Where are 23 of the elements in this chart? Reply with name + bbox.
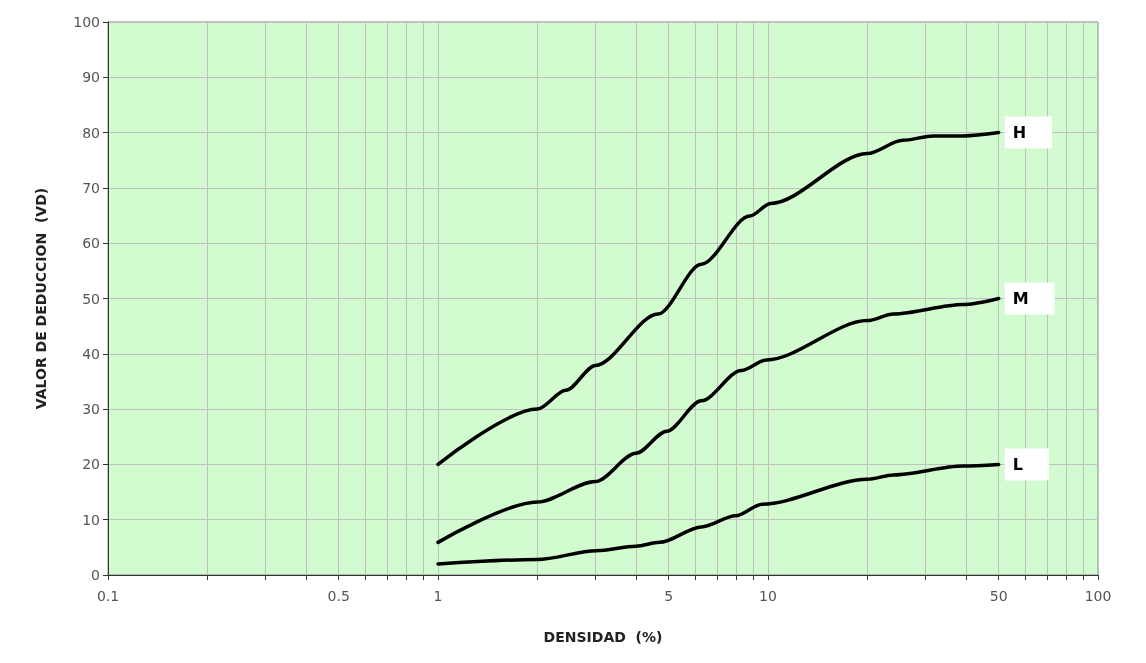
- y-tick-label: 80: [82, 124, 100, 141]
- y-tick-label: 10: [82, 511, 100, 528]
- x-tick-label: 0.1: [96, 588, 120, 604]
- y-tick-label: 20: [82, 456, 100, 473]
- y-tick-label: 60: [82, 235, 100, 252]
- x-tick-label: 0.5: [327, 588, 350, 604]
- y-tick-label: 0: [91, 567, 100, 583]
- x-tick-label: 1: [433, 588, 443, 604]
- series-label: H: [1012, 123, 1027, 143]
- y-tick-label: 30: [82, 401, 100, 418]
- series-label: L: [1012, 454, 1023, 474]
- y-tick-label: 100: [73, 14, 100, 30]
- x-tick-label: 50: [989, 588, 1008, 604]
- y-tick-label: 50: [82, 290, 100, 307]
- y-tick-label: 90: [82, 69, 100, 86]
- x-tick-label: 5: [664, 588, 674, 604]
- series-label: M: [1012, 289, 1029, 308]
- x-tick-label: 10: [759, 588, 777, 604]
- y-axis-title: VALOR DE DEDUCCION (VD): [33, 187, 49, 410]
- y-tick-label: 40: [82, 345, 100, 362]
- x-tick-label: 100: [1084, 588, 1112, 604]
- x-axis-title: DENSIDAD (%): [543, 629, 663, 645]
- y-tick-label: 70: [82, 179, 100, 196]
